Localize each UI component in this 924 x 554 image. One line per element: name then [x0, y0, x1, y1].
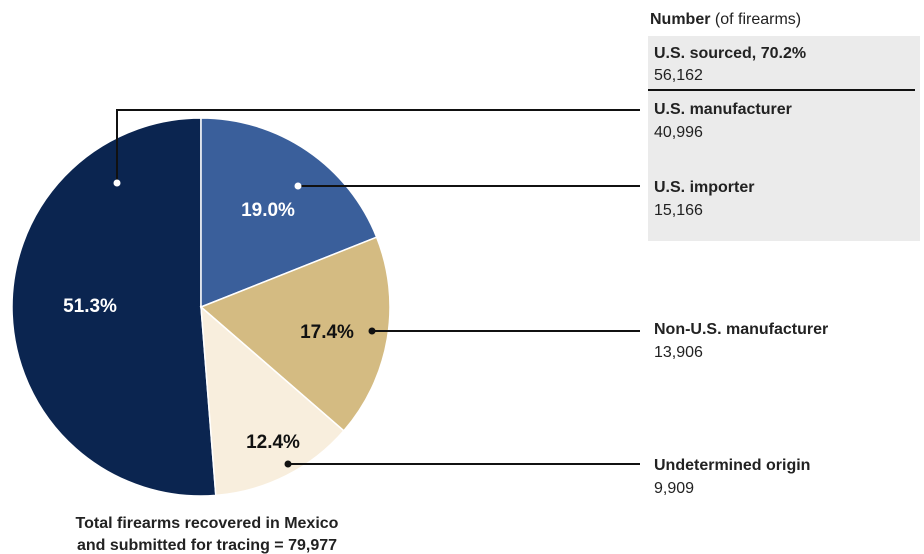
- legend-title: Number (of firearms): [650, 11, 801, 28]
- slice-label: 19.0%: [241, 200, 295, 221]
- legend-count: 15,166: [654, 202, 703, 219]
- pie-slice: [200, 305, 345, 497]
- legend-box: [648, 36, 920, 241]
- leader-dot: [368, 327, 376, 335]
- legend-title-main: Number: [650, 11, 710, 28]
- leader-line: [116, 109, 640, 183]
- legend-label: Non-U.S. manufacturer: [654, 321, 828, 338]
- pie-slice: [199, 236, 391, 432]
- legend-count: 13,906: [654, 344, 703, 361]
- legend-subtitle: (of firearms): [715, 11, 801, 28]
- slice-label: 17.4%: [300, 322, 354, 343]
- footer: Total firearms recovered in Mexico: [76, 515, 339, 532]
- legend-count: 9,909: [654, 480, 694, 497]
- group-count: 56,162: [654, 67, 703, 84]
- leader-dot: [113, 179, 121, 187]
- slice-label: 51.3%: [63, 296, 117, 317]
- legend-count: 40,996: [654, 124, 703, 141]
- legend-label: Undetermined origin: [654, 457, 810, 474]
- legend-label: U.S. importer: [654, 179, 754, 196]
- pie-slice: [200, 117, 378, 309]
- leader-dot: [284, 460, 292, 468]
- footer: and submitted for tracing = 79,977: [77, 537, 337, 554]
- slice-label: 12.4%: [246, 432, 300, 453]
- legend-label: U.S. manufacturer: [654, 101, 792, 118]
- leader-dot: [294, 182, 302, 190]
- group-label: U.S. sourced, 70.2%: [654, 45, 806, 62]
